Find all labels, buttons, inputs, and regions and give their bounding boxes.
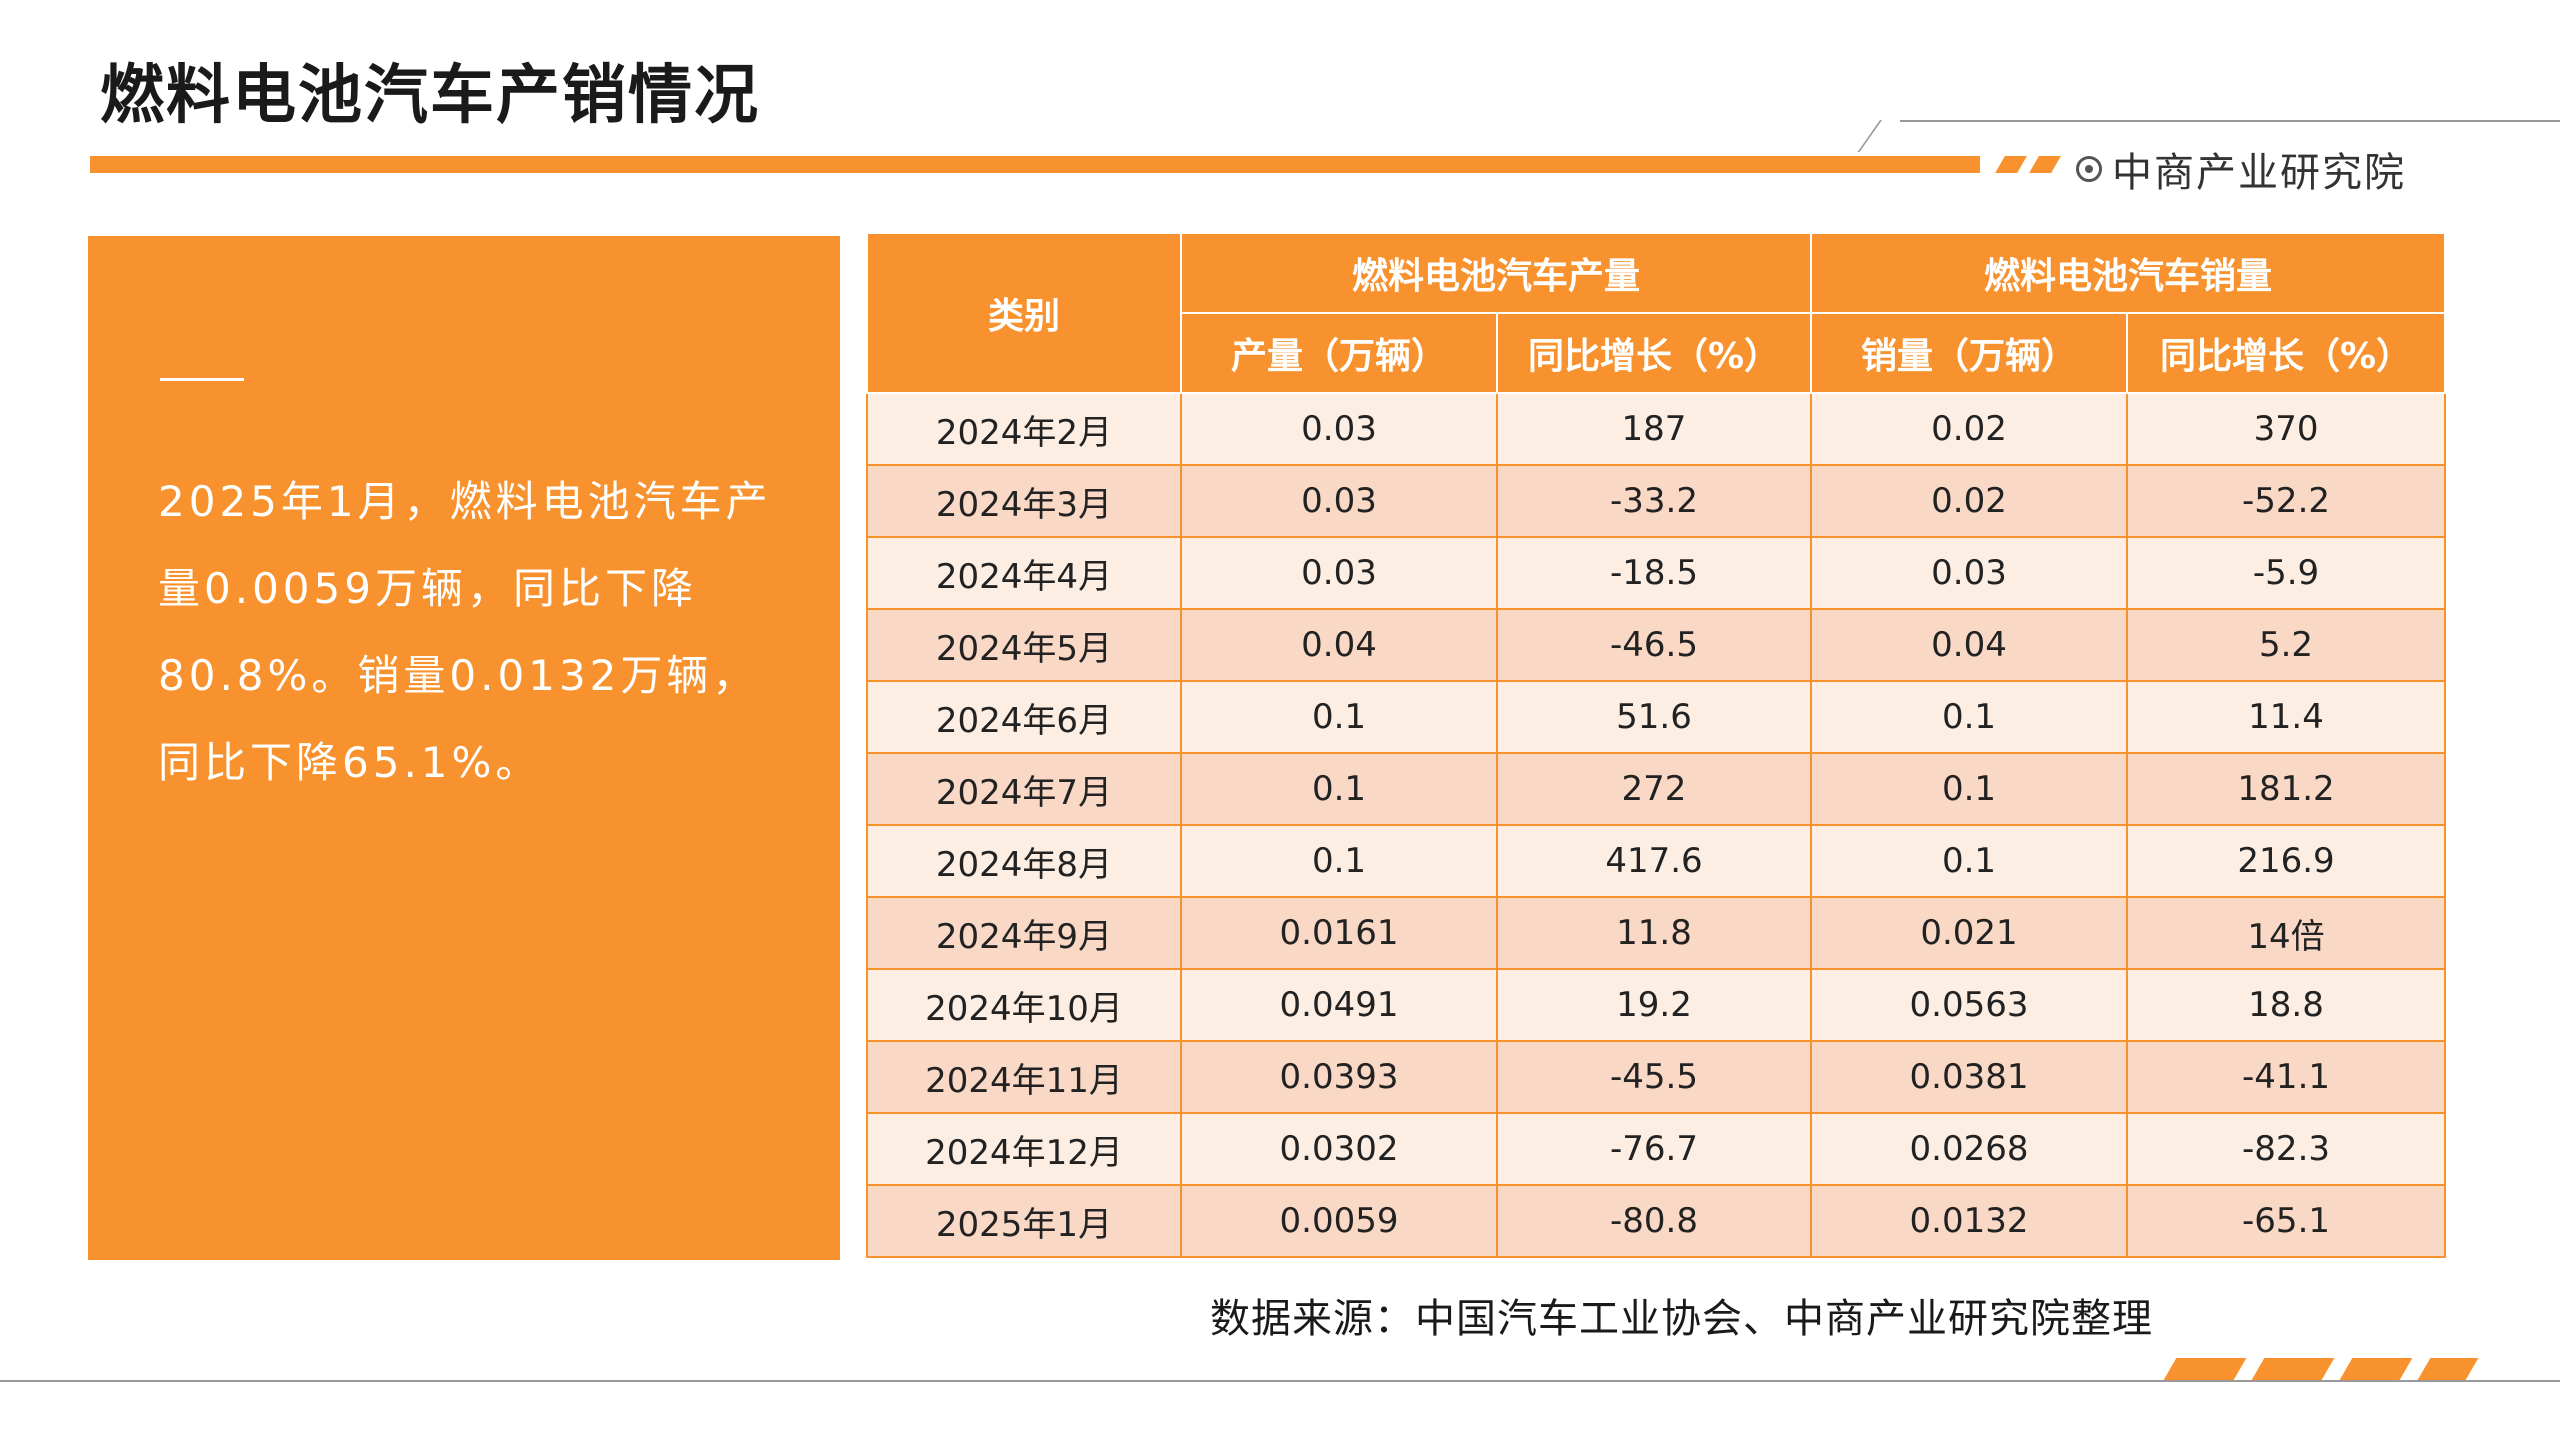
summary-panel: 2025年1月，燃料电池汽车产量0.0059万辆，同比下降80.8%。销量0.0… (88, 236, 840, 1260)
month-cell: 2024年8月 (866, 824, 1182, 898)
table-row: 2024年3月 0.03 -33.2 0.02 -52.2 (866, 464, 2447, 538)
production-volume-cell: 0.03 (1180, 392, 1498, 466)
month-cell: 2024年10月 (866, 968, 1182, 1042)
month-cell: 2025年1月 (866, 1184, 1182, 1258)
production-growth-cell: 51.6 (1495, 680, 1813, 754)
table-row: 2024年8月 0.1 417.6 0.1 216.9 (866, 824, 2447, 898)
sales-volume-cell: 0.1 (1810, 752, 2129, 826)
production-volume-cell: 0.0161 (1180, 896, 1498, 970)
table-row: 2024年6月 0.1 51.6 0.1 11.4 (866, 680, 2447, 754)
production-growth-cell: -80.8 (1495, 1184, 1813, 1258)
production-sales-table: 类别 燃料电池汽车产量 燃料电池汽车销量 产量（万辆） 同比增长（%） 销量（万… (866, 232, 2447, 1258)
month-cell: 2024年3月 (866, 464, 1182, 538)
sales-volume-cell: 0.04 (1810, 608, 2129, 682)
sales-volume-cell: 0.0563 (1810, 968, 2129, 1042)
table-row: 2024年11月 0.0393 -45.5 0.0381 -41.1 (866, 1040, 2447, 1114)
footer-dash (2251, 1358, 2335, 1380)
sales-growth-cell: 370 (2126, 392, 2447, 466)
month-cell: 2024年6月 (866, 680, 1182, 754)
production-growth-header: 同比增长（%） (1495, 312, 1813, 394)
sales-growth-cell: 5.2 (2126, 608, 2447, 682)
production-volume-cell: 0.03 (1180, 536, 1498, 610)
sales-volume-header: 销量（万辆） (1810, 312, 2129, 394)
rule-dash (2029, 156, 2061, 173)
footer-dash (2339, 1358, 2413, 1380)
target-circle-icon (2076, 156, 2102, 182)
production-volume-cell: 0.0059 (1180, 1184, 1498, 1258)
sales-growth-cell: 181.2 (2126, 752, 2447, 826)
production-growth-cell: 272 (1495, 752, 1813, 826)
sales-growth-cell: 11.4 (2126, 680, 2447, 754)
table-row: 2024年5月 0.04 -46.5 0.04 5.2 (866, 608, 2447, 682)
production-volume-header: 产量（万辆） (1180, 312, 1498, 394)
production-volume-cell: 0.1 (1180, 680, 1498, 754)
table-row: 2025年1月 0.0059 -80.8 0.0132 -65.1 (866, 1184, 2447, 1258)
source-note: 数据来源：中国汽车工业协会、中商产业研究院整理 (1210, 1296, 2153, 1342)
production-growth-cell: -46.5 (1495, 608, 1813, 682)
production-volume-cell: 0.1 (1180, 824, 1498, 898)
month-cell: 2024年2月 (866, 392, 1182, 466)
production-growth-cell: -18.5 (1495, 536, 1813, 610)
rule-dash (1995, 156, 2027, 173)
sales-growth-cell: 216.9 (2126, 824, 2447, 898)
month-cell: 2024年5月 (866, 608, 1182, 682)
production-volume-cell: 0.0393 (1180, 1040, 1498, 1114)
brand-logo: 中商产业研究院 (2076, 140, 2406, 198)
sales-growth-cell: 18.8 (2126, 968, 2447, 1042)
production-growth-cell: -76.7 (1495, 1112, 1813, 1186)
production-growth-cell: 11.8 (1495, 896, 1813, 970)
month-cell: 2024年12月 (866, 1112, 1182, 1186)
sales-growth-cell: 14倍 (2126, 896, 2447, 970)
sales-growth-cell: -52.2 (2126, 464, 2447, 538)
table-row: 2024年7月 0.1 272 0.1 181.2 (866, 752, 2447, 826)
table-row: 2024年2月 0.03 187 0.02 370 (866, 392, 2447, 466)
table-row: 2024年10月 0.0491 19.2 0.0563 18.8 (866, 968, 2447, 1042)
month-cell: 2024年11月 (866, 1040, 1182, 1114)
sales-growth-cell: -41.1 (2126, 1040, 2447, 1114)
summary-dash (160, 378, 244, 381)
sales-volume-cell: 0.021 (1810, 896, 2129, 970)
footer-dash (2417, 1358, 2479, 1380)
sales-volume-cell: 0.02 (1810, 464, 2129, 538)
production-growth-cell: 187 (1495, 392, 1813, 466)
category-header: 类别 (866, 232, 1182, 394)
sales-volume-cell: 0.1 (1810, 824, 2129, 898)
production-volume-cell: 0.0302 (1180, 1112, 1498, 1186)
table-row: 2024年9月 0.0161 11.8 0.021 14倍 (866, 896, 2447, 970)
sales-volume-cell: 0.02 (1810, 392, 2129, 466)
brand-name: 中商产业研究院 (2112, 150, 2406, 196)
production-volume-cell: 0.03 (1180, 464, 1498, 538)
header-orange-rule (90, 156, 1980, 173)
sales-volume-cell: 0.0268 (1810, 1112, 2129, 1186)
footer-line (0, 1380, 2560, 1382)
month-cell: 2024年4月 (866, 536, 1182, 610)
page-title: 燃料电池汽车产销情况 (100, 59, 760, 133)
footer-dash (2163, 1358, 2247, 1380)
month-cell: 2024年9月 (866, 896, 1182, 970)
sales-volume-cell: 0.0132 (1810, 1184, 2129, 1258)
sales-growth-cell: -82.3 (2126, 1112, 2447, 1186)
header-gray-line-slant (1857, 120, 1882, 152)
table-row: 2024年4月 0.03 -18.5 0.03 -5.9 (866, 536, 2447, 610)
sales-volume-cell: 0.03 (1810, 536, 2129, 610)
production-growth-cell: -33.2 (1495, 464, 1813, 538)
month-cell: 2024年7月 (866, 752, 1182, 826)
sales-growth-cell: -5.9 (2126, 536, 2447, 610)
header-gray-line (1900, 120, 2560, 122)
production-volume-cell: 0.1 (1180, 752, 1498, 826)
production-growth-cell: -45.5 (1495, 1040, 1813, 1114)
table-row: 2024年12月 0.0302 -76.7 0.0268 -82.3 (866, 1112, 2447, 1186)
sales-volume-cell: 0.1 (1810, 680, 2129, 754)
sales-growth-header: 同比增长（%） (2126, 312, 2447, 394)
production-volume-cell: 0.04 (1180, 608, 1498, 682)
production-volume-cell: 0.0491 (1180, 968, 1498, 1042)
footer-dashes (2160, 1358, 2480, 1380)
sales-group-header: 燃料电池汽车销量 (1810, 232, 2447, 314)
sales-volume-cell: 0.0381 (1810, 1040, 2129, 1114)
summary-text: 2025年1月，燃料电池汽车产量0.0059万辆，同比下降80.8%。销量0.0… (158, 477, 772, 787)
sales-growth-cell: -65.1 (2126, 1184, 2447, 1258)
production-growth-cell: 417.6 (1495, 824, 1813, 898)
production-group-header: 燃料电池汽车产量 (1179, 232, 1813, 314)
production-growth-cell: 19.2 (1495, 968, 1813, 1042)
